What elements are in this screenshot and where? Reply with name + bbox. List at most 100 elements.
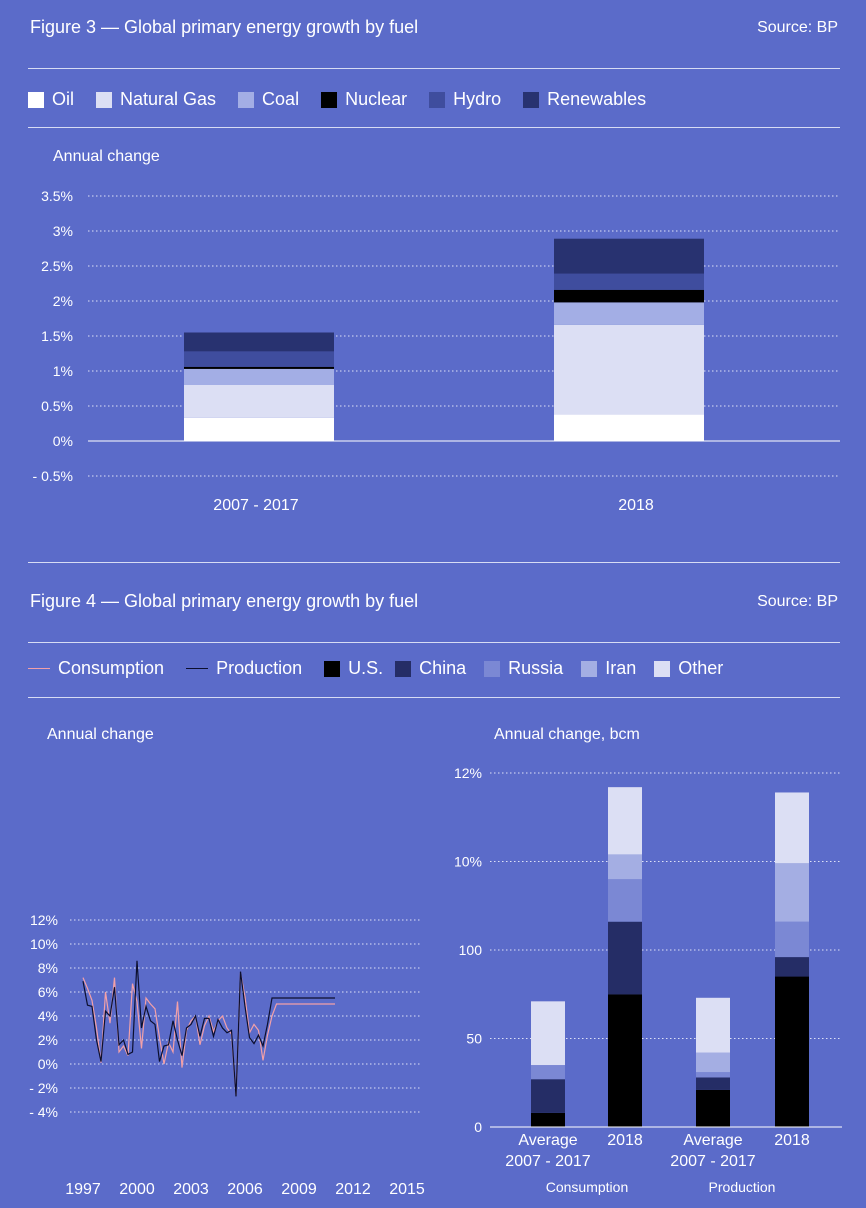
bar-chart-y-tick-label: 12% — [454, 765, 482, 781]
bar-chart-y-tick-label: 50 — [466, 1031, 482, 1047]
legend-label-natural-gas: Natural Gas — [120, 89, 217, 109]
fig3-y-tick-label: 1% — [53, 363, 73, 379]
bar-x-label: 2018 — [607, 1132, 643, 1149]
fig4-left-axis-title: Annual change — [47, 726, 154, 743]
line-chart-x-tick-label: 2003 — [173, 1181, 209, 1198]
legend-label-production: Production — [216, 658, 303, 678]
fig4-line-chart: - 4% - 2% 0% 2% 4% 6% 8% 10% 12% 1997 2000 2003 200… — [29, 912, 425, 1198]
bar-1-other — [608, 787, 642, 855]
fig3-y-tick-label: 0.5% — [41, 398, 73, 414]
bar-0-china — [531, 1079, 565, 1113]
fig4-title: Figure 4 — Global primary energy growth … — [30, 591, 419, 611]
legend-label-iran: Iran — [605, 658, 637, 678]
bar-chart-bars — [531, 787, 809, 1127]
bar-group-label-production: Production — [709, 1179, 776, 1195]
bar-x-label: Average 2007 - 2017 — [505, 1132, 591, 1170]
bar-chart-y-tick-label: 10% — [454, 854, 482, 870]
line-chart-x-tick-label: 1997 — [65, 1181, 101, 1198]
fig4-source: Source: BP — [757, 593, 838, 610]
line-chart-x-tick-labels: 1997 2000 2003 2006 2009 2012 2015 — [65, 1181, 425, 1198]
legend-item-china: China — [395, 658, 466, 679]
line-chart-y-tick-label: 2% — [38, 1032, 58, 1048]
fig3-y-tick-label: 0% — [53, 433, 73, 449]
legend-label-us: U.S. — [348, 658, 384, 678]
legend-item-nuclear: Nuclear — [321, 89, 407, 110]
fig3-legend: Oil Natural Gas Coal Nuclear Hydro Renew… — [28, 89, 668, 110]
legend-swatch-iran — [581, 660, 598, 677]
fig4-bar-chart: 0 50 100 10% 12% Average 2007 - 2017 2018 Avera… — [454, 765, 842, 1195]
fig3-top-divider — [28, 68, 840, 69]
fig3-bar-2018-oil — [554, 414, 704, 441]
bar-1-iran — [608, 854, 642, 880]
legend-swatch-oil — [28, 91, 44, 108]
bar-chart-y-tick-label: 0 — [474, 1119, 482, 1135]
fig3-chart: - 0.5% 0% 0.5% 1% 1.5% 2% 2.5% 3% 3.5% 2007 - 20… — [33, 188, 840, 514]
bar-1-u-s — [608, 994, 642, 1127]
line-chart-x-tick-label: 2006 — [227, 1181, 263, 1198]
legend-item-renewables: Renewables — [523, 89, 646, 110]
legend-swatch-production — [186, 667, 209, 670]
fig3-legend-divider — [28, 127, 840, 128]
legend-item-hydro: Hydro — [429, 89, 501, 110]
bar-2-iran — [696, 1052, 730, 1073]
bar-3-other — [775, 792, 809, 864]
legend-label-china: China — [419, 658, 467, 678]
legend-label-oil: Oil — [52, 89, 74, 109]
legend-swatch-hydro — [429, 91, 446, 108]
fig4-legend: Consumption Production U.S. China Russia… — [28, 658, 723, 679]
fig3-bar-2018-coal — [554, 302, 704, 325]
bar-1-russia — [608, 879, 642, 922]
line-chart-y-tick-labels: - 4% - 2% 0% 2% 4% 6% 8% 10% 12% — [29, 912, 58, 1120]
line-chart-x-tick-label: 2012 — [335, 1181, 371, 1198]
fig3-y-tick-label: - 0.5% — [33, 468, 73, 484]
fig3-bars — [184, 238, 704, 441]
bar-0-u-s — [531, 1112, 565, 1127]
fig3-bar-2018-nuclear — [554, 289, 704, 303]
bar-x-label: 2018 — [774, 1132, 810, 1149]
bar-2-china — [696, 1077, 730, 1090]
line-chart-y-tick-label: 6% — [38, 984, 58, 1000]
legend-swatch-consumption — [28, 667, 50, 670]
fig3-x-label-2018: 2018 — [618, 497, 654, 514]
fig4-top-divider — [28, 642, 840, 643]
legend-item-natural-gas: Natural Gas — [96, 89, 216, 110]
legend-swatch-coal — [238, 91, 255, 108]
fig3-y-tick-labels: - 0.5% 0% 0.5% 1% 1.5% 2% 2.5% 3% 3.5% — [33, 188, 73, 484]
legend-item-oil: Oil — [28, 89, 74, 110]
fig4-legend-divider — [28, 697, 840, 698]
fig3-y-tick-label: 3% — [53, 223, 73, 239]
bar-3-china — [775, 957, 809, 977]
line-series-production — [82, 960, 335, 1097]
fig4-right-axis-title: Annual change, bcm — [494, 726, 640, 743]
legend-item-coal: Coal — [238, 89, 299, 110]
line-chart-gridlines — [70, 919, 420, 1113]
line-chart-y-tick-label: - 2% — [29, 1080, 58, 1096]
fig3-y-tick-label: 3.5% — [41, 188, 73, 204]
bar-group-label-consumption: Consumption — [546, 1179, 629, 1195]
legend-swatch-renewables — [523, 91, 540, 108]
fig3-bar-2007-2017-natural-gas — [184, 385, 334, 418]
legend-label-consumption: Consumption — [58, 658, 165, 678]
bar-x-label: Average 2007 - 2017 — [670, 1132, 756, 1170]
fig3-title: Figure 3 — Global primary energy growth … — [30, 17, 419, 37]
legend-label-nuclear: Nuclear — [345, 89, 408, 109]
fig3-y-tick-label: 2.5% — [41, 258, 73, 274]
fig3-x-label-2007-2017: 2007 - 2017 — [213, 497, 299, 514]
line-series-consumption — [82, 972, 335, 1096]
bar-chart-y-tick-label: 100 — [459, 942, 483, 958]
fig3-bar-2007-2017-nuclear — [184, 366, 334, 369]
fig3-y-tick-label: 1.5% — [41, 328, 73, 344]
legend-swatch-natural-gas — [96, 91, 112, 108]
bar-2-u-s — [696, 1089, 730, 1127]
bar-3-u-s — [775, 976, 809, 1127]
legend-item-production: Production — [186, 658, 302, 679]
bar-0-russia — [531, 1065, 565, 1080]
line-chart-x-tick-label: 2000 — [119, 1181, 155, 1198]
line-chart-series — [82, 960, 335, 1097]
legend-swatch-russia — [484, 660, 501, 677]
line-chart-x-tick-label: 2015 — [389, 1181, 425, 1198]
fig3-bar-2007-2017-coal — [184, 368, 334, 385]
bar-chart-y-tick-labels: 0 50 100 10% 12% — [454, 765, 482, 1135]
legend-swatch-other — [654, 660, 671, 677]
line-chart-y-tick-label: 10% — [30, 936, 58, 952]
